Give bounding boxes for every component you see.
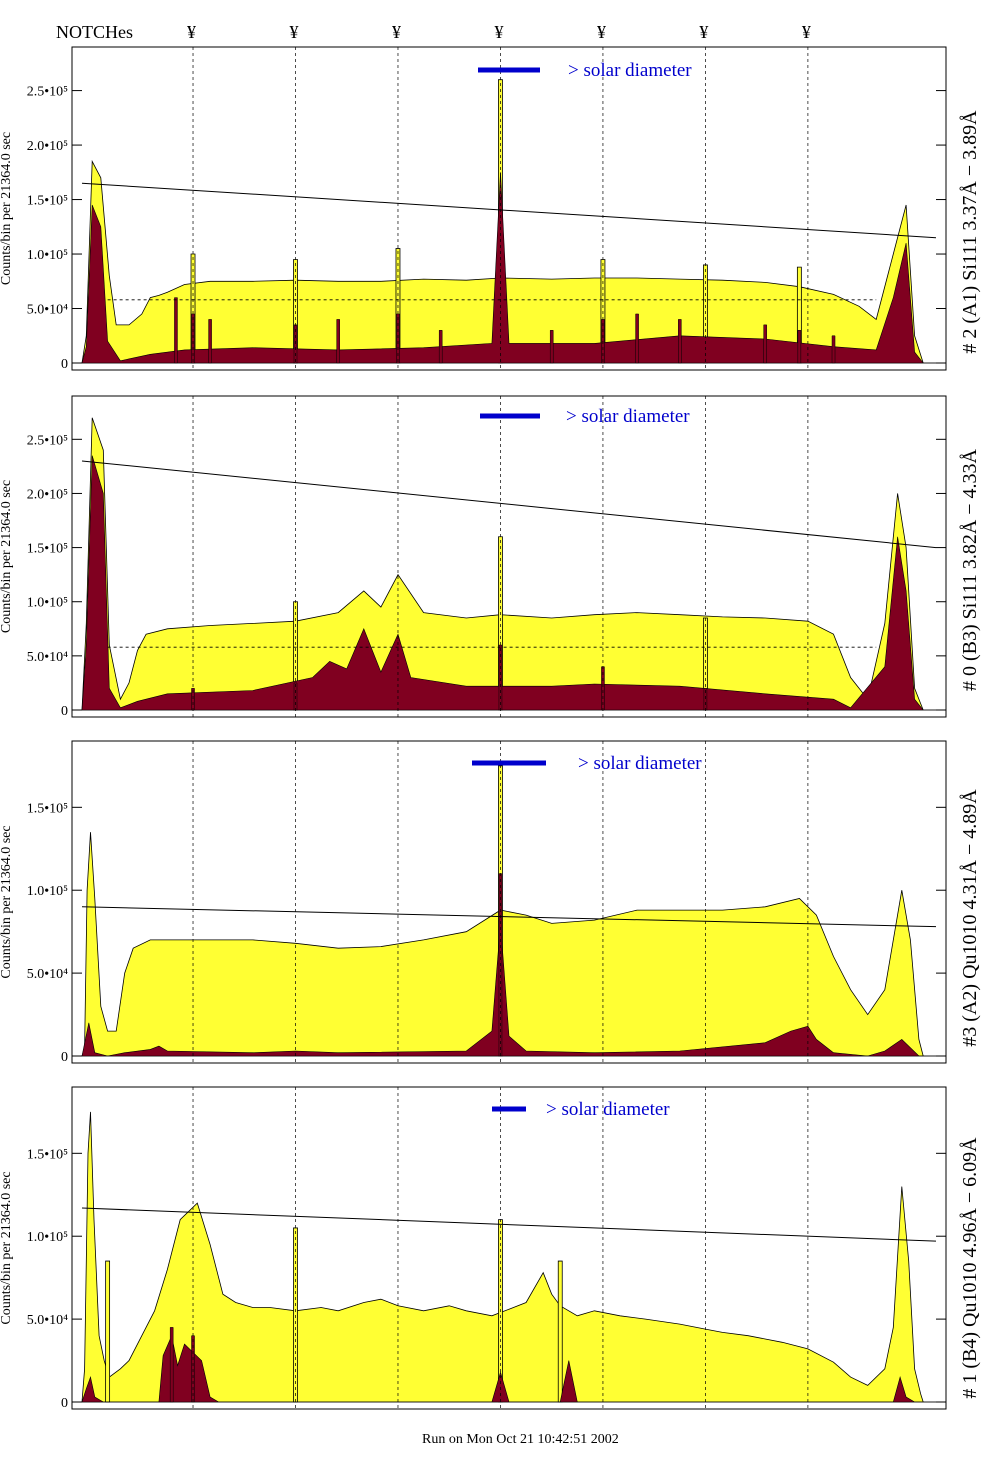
trend-line xyxy=(81,1207,937,1242)
dark-spike-2 xyxy=(498,644,503,711)
panel-title: # 1 (B4) Qu1010 4.96Å − 6.09Å xyxy=(959,1137,981,1399)
panel-0: 0 5.0•10⁴ 1.0•10⁵ 1.5•10⁵ 2.0•10⁵ 2.5•10⁵ Coun… xyxy=(0,46,981,372)
dark-spike-5 xyxy=(396,313,400,364)
dark-spike-0 xyxy=(169,1327,174,1403)
legend-label: > solar diameter xyxy=(546,1099,670,1120)
dark-spike-2 xyxy=(208,319,212,364)
trend-line xyxy=(81,182,937,239)
dark-spike-1 xyxy=(191,1335,195,1403)
notch-symbols: ¥ ¥ ¥ ¥ ¥ ¥ ¥ xyxy=(187,22,811,42)
ytick-label: 0 xyxy=(61,704,68,719)
dark-spike-6 xyxy=(438,330,443,364)
ytick-label: 1.5•10⁵ xyxy=(27,542,68,557)
dark-spike-9 xyxy=(635,313,639,364)
dark-area-series xyxy=(81,923,936,1057)
notch-symbol-4: ¥ xyxy=(597,22,606,42)
panel-title: #3 (A2) Qu1010 4.31Å − 4.89Å xyxy=(959,789,981,1047)
dark-spike-7 xyxy=(549,330,554,364)
dark-spike-13 xyxy=(831,335,836,364)
ytick-label: 1.0•10⁵ xyxy=(27,884,68,899)
y-axis-label: Counts/bin per 21364.0 sec xyxy=(0,480,14,633)
notch-symbol-1: ¥ xyxy=(290,22,299,42)
dark-spike-1 xyxy=(191,313,195,364)
ytick-label: 0 xyxy=(61,357,68,372)
dark-area-series xyxy=(81,172,936,364)
ytick-label: 1.5•10⁵ xyxy=(27,1147,68,1162)
dark-spike-10 xyxy=(678,319,682,364)
ytick-label: 1.0•10⁵ xyxy=(27,1230,68,1245)
notch-symbol-5: ¥ xyxy=(699,22,708,42)
ytick-label: 5.0•10⁴ xyxy=(27,967,68,982)
fill-spike-0 xyxy=(105,1260,111,1403)
panel-3: 0 5.0•10⁴ 1.0•10⁵ 1.5•10⁵ Counts/bin per 213… xyxy=(0,1086,981,1411)
notch-symbol-6: ¥ xyxy=(802,22,811,42)
dark-spike-0 xyxy=(174,297,178,364)
notch-symbol-0: ¥ xyxy=(187,22,196,42)
y-axis-label: Counts/bin per 21364.0 sec xyxy=(0,825,14,978)
notch-symbol-3: ¥ xyxy=(494,22,503,42)
legend-label: > solar diameter xyxy=(568,60,692,81)
dark-spike-0 xyxy=(191,688,195,711)
dark-spike-12 xyxy=(797,330,802,364)
panel-2: 0 5.0•10⁴ 1.0•10⁵ 1.5•10⁵ Counts/bin per 213… xyxy=(0,740,981,1065)
y-axis-label: Counts/bin per 21364.0 sec xyxy=(0,1171,14,1324)
ytick-label: 0 xyxy=(61,1396,68,1411)
dark-area-series xyxy=(81,455,936,711)
legend-label: > solar diameter xyxy=(578,753,702,774)
dark-area-series xyxy=(81,1334,936,1403)
run-timestamp: Run on Mon Oct 21 10:42:51 2002 xyxy=(422,1432,619,1447)
ytick-label: 1.0•10⁵ xyxy=(27,596,68,611)
ytick-label: 2.5•10⁵ xyxy=(27,433,68,448)
ytick-label: 2.5•10⁵ xyxy=(27,85,68,100)
ytick-label: 1.0•10⁵ xyxy=(27,248,68,263)
panels: 0 5.0•10⁴ 1.0•10⁵ 1.5•10⁵ 2.0•10⁵ 2.5•10⁵ Coun… xyxy=(0,46,981,1411)
y-axis-label: Counts/bin per 21364.0 sec xyxy=(0,132,14,285)
fill-spike-3 xyxy=(557,1260,563,1403)
ytick-label: 1.5•10⁵ xyxy=(27,801,68,816)
notches-label: NOTCHes xyxy=(56,22,133,42)
panel-1: 0 5.0•10⁴ 1.0•10⁵ 1.5•10⁵ 2.0•10⁵ 2.5•10⁵ Coun… xyxy=(0,395,981,719)
ytick-label: 5.0•10⁴ xyxy=(27,303,68,318)
ytick-label: 0 xyxy=(61,1050,68,1065)
dark-spike-11 xyxy=(763,324,767,364)
notch-header: NOTCHes ¥ ¥ ¥ ¥ ¥ ¥ ¥ xyxy=(56,22,811,42)
legend-label: > solar diameter xyxy=(566,406,690,427)
ytick-label: 2.0•10⁵ xyxy=(27,139,68,154)
ytick-label: 5.0•10⁴ xyxy=(27,1313,68,1328)
ytick-label: 2.0•10⁵ xyxy=(27,487,68,502)
dark-spike-3 xyxy=(601,666,605,711)
ytick-label: 1.5•10⁵ xyxy=(27,194,68,209)
trend-line xyxy=(81,906,937,928)
panel-title: # 2 (A1) Si111 3.37Å − 3.89Å xyxy=(959,110,981,354)
dark-spike-4 xyxy=(703,688,708,711)
ytick-label: 5.0•10⁴ xyxy=(27,650,68,665)
panel-title: # 0 (B3) Si111 3.82Å − 4.33Å xyxy=(959,448,981,691)
dark-spike-4 xyxy=(336,319,340,364)
notch-symbol-2: ¥ xyxy=(392,22,401,42)
trend-line xyxy=(81,460,937,549)
